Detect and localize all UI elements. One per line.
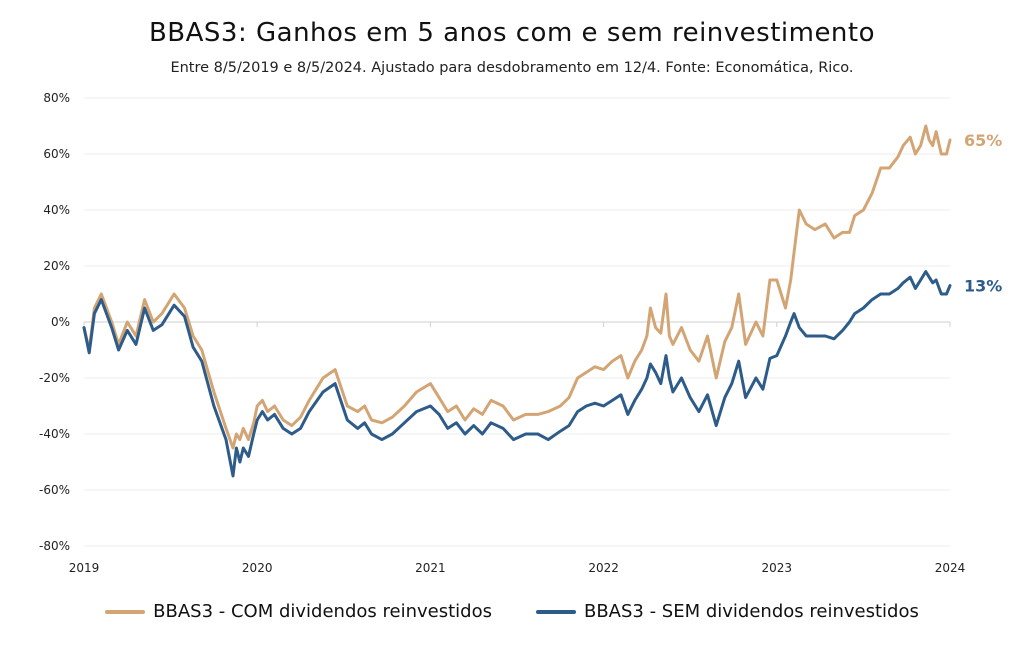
y-tick-label: 20% bbox=[43, 259, 70, 273]
chart-subtitle: Entre 8/5/2019 e 8/5/2024. Ajustado para… bbox=[170, 60, 854, 76]
legend: BBAS3 - COM dividendos reinvestidos BBAS… bbox=[0, 601, 1024, 622]
y-axis-ticks: 80% 60% 40% 20% 0% -20% -40% -60% -80% bbox=[39, 91, 70, 553]
end-label-com: 65% bbox=[964, 131, 1002, 150]
y-tick-label: -60% bbox=[39, 483, 70, 497]
legend-item-sem[interactable]: BBAS3 - SEM dividendos reinvestidos bbox=[535, 601, 919, 622]
legend-item-com[interactable]: BBAS3 - COM dividendos reinvestidos bbox=[105, 601, 492, 622]
end-label-sem: 13% bbox=[964, 277, 1002, 296]
x-tick-label: 2022 bbox=[588, 561, 619, 575]
x-axis-ticks: 2019 2020 2021 2022 2023 2024 bbox=[69, 322, 966, 575]
series-line-sem bbox=[82, 270, 952, 478]
y-tick-label: -80% bbox=[39, 539, 70, 553]
y-tick-label: 0% bbox=[51, 315, 70, 329]
legend-label-sem: BBAS3 - SEM dividendos reinvestidos bbox=[583, 601, 919, 622]
x-tick-label: 2023 bbox=[762, 561, 793, 575]
chart-title: BBAS3: Ganhos em 5 anos com e sem reinve… bbox=[148, 18, 876, 48]
x-tick-label: 2020 bbox=[242, 561, 273, 575]
legend-swatch-sem bbox=[535, 609, 576, 614]
y-tick-label: 80% bbox=[43, 91, 70, 105]
x-tick-label: 2019 bbox=[69, 561, 100, 575]
x-tick-label: 2024 bbox=[935, 561, 966, 575]
legend-label-com: BBAS3 - COM dividendos reinvestidos bbox=[153, 601, 492, 622]
x-tick-label: 2021 bbox=[415, 561, 446, 575]
y-tick-label: -40% bbox=[39, 427, 70, 441]
legend-swatch-com bbox=[105, 609, 146, 614]
y-tick-label: 60% bbox=[43, 147, 70, 161]
y-tick-label: -20% bbox=[39, 371, 70, 385]
y-tick-label: 40% bbox=[43, 203, 70, 217]
series-lines bbox=[82, 124, 952, 478]
series-line-com bbox=[82, 124, 952, 450]
end-labels: 65% 13% bbox=[964, 131, 1002, 296]
